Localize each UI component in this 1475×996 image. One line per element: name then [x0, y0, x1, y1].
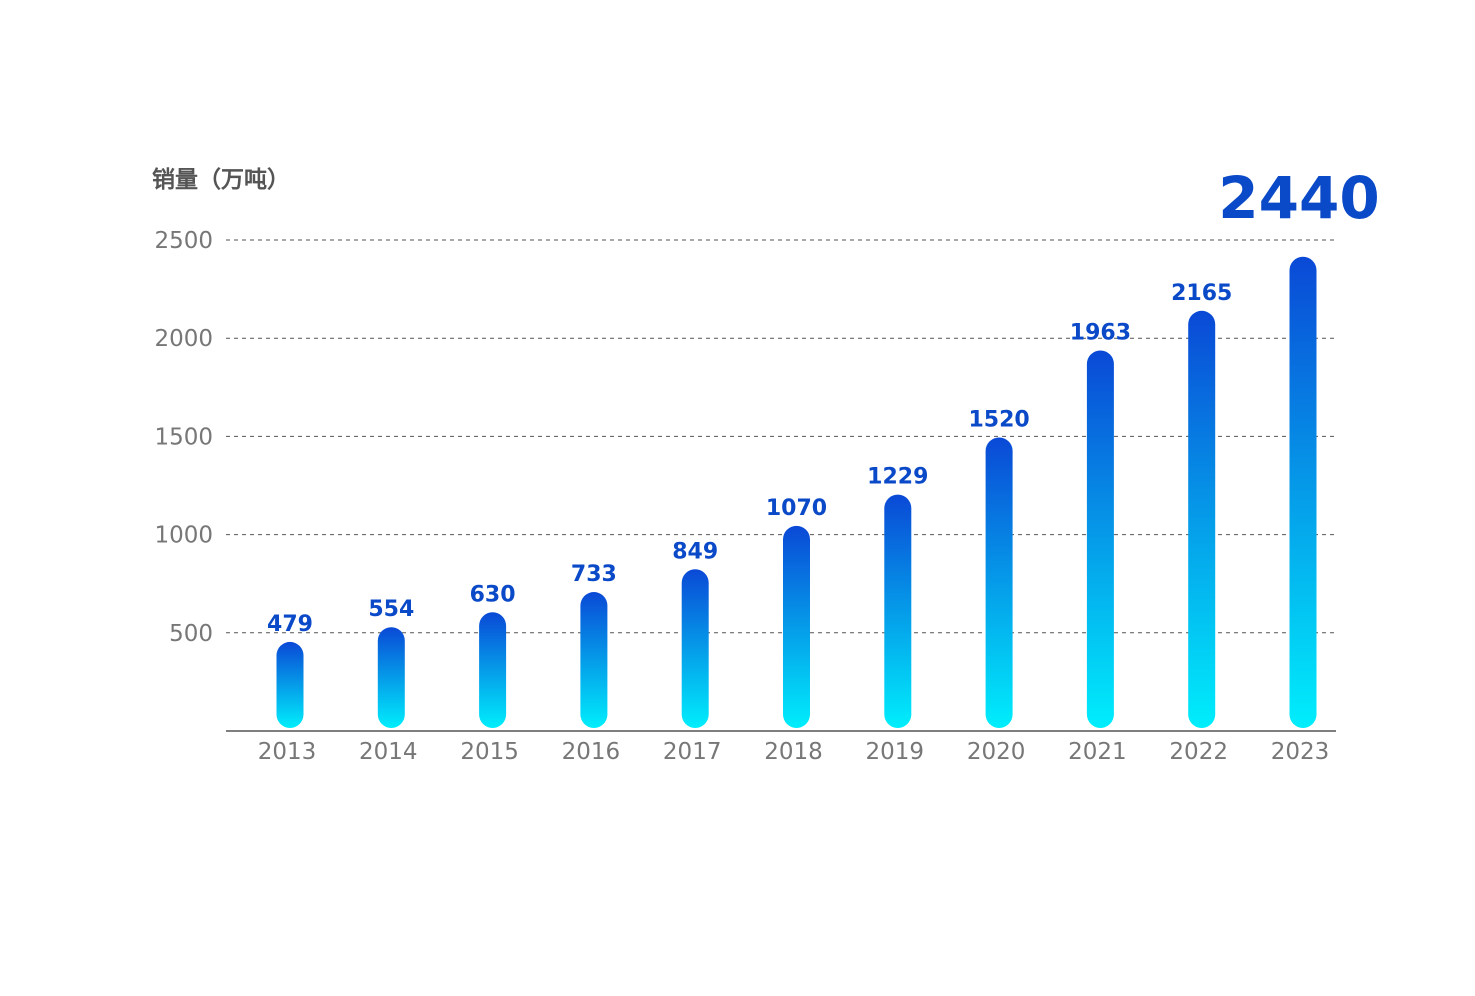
- bar-2018: [783, 525, 810, 728]
- x-tick-label-2016: 2016: [562, 739, 621, 765]
- x-tick-label-2021: 2021: [1068, 739, 1127, 765]
- bar-2021: [1086, 350, 1114, 728]
- data-label-2023: 2440: [1218, 164, 1379, 232]
- x-tick-label-2018: 2018: [764, 739, 823, 765]
- bar-2014: [377, 627, 405, 728]
- bar-2020: [985, 437, 1013, 728]
- data-label-2013: 479: [267, 612, 313, 637]
- x-tick-label-2017: 2017: [663, 739, 722, 765]
- x-tick-label-2013: 2013: [258, 739, 317, 765]
- data-label-2016: 733: [571, 562, 617, 587]
- y-tick-label: 1000: [154, 523, 213, 549]
- bar-2023: [1289, 256, 1317, 728]
- bar-2017: [681, 569, 709, 728]
- y-tick-label: 500: [169, 621, 213, 647]
- x-tick-label-2014: 2014: [359, 739, 418, 765]
- x-tick-label-2015: 2015: [460, 739, 519, 765]
- x-tick-label-2020: 2020: [967, 739, 1026, 765]
- y-tick-label: 1500: [154, 424, 213, 450]
- data-label-layer: 479 554 630 733 849 1070 1229 1520 1963 2165 2440: [267, 164, 1380, 637]
- x-tick-label-2022: 2022: [1169, 739, 1228, 765]
- bar-2015: [479, 612, 507, 728]
- y-axis-title: 销量（万吨）: [152, 166, 290, 193]
- bar-2022: [1188, 310, 1216, 728]
- data-label-2018: 1070: [766, 496, 827, 521]
- data-label-2017: 849: [672, 539, 718, 564]
- data-label-2015: 630: [470, 582, 516, 607]
- y-tick-label: 2000: [154, 326, 213, 352]
- data-label-2020: 1520: [968, 407, 1029, 432]
- data-label-2021: 1963: [1070, 320, 1131, 345]
- bar-2019: [884, 494, 912, 728]
- bar-layer: [276, 256, 1317, 728]
- y-tick-label: 2500: [154, 228, 213, 254]
- grid-layer: [226, 239, 1336, 634]
- bar-2016: [580, 592, 608, 728]
- data-label-2022: 2165: [1171, 281, 1232, 306]
- x-tick-layer: 2013 2014 2015 2016 2017 2018 2019 2020 2021 2022…: [258, 739, 1330, 765]
- y-tick-layer: 500 1000 1500 2000 2500: [154, 228, 213, 647]
- data-label-2014: 554: [368, 597, 414, 622]
- bar-2013: [276, 641, 304, 728]
- x-tick-label-2023: 2023: [1271, 739, 1330, 765]
- data-label-2019: 1229: [867, 465, 928, 490]
- x-tick-label-2019: 2019: [866, 739, 925, 765]
